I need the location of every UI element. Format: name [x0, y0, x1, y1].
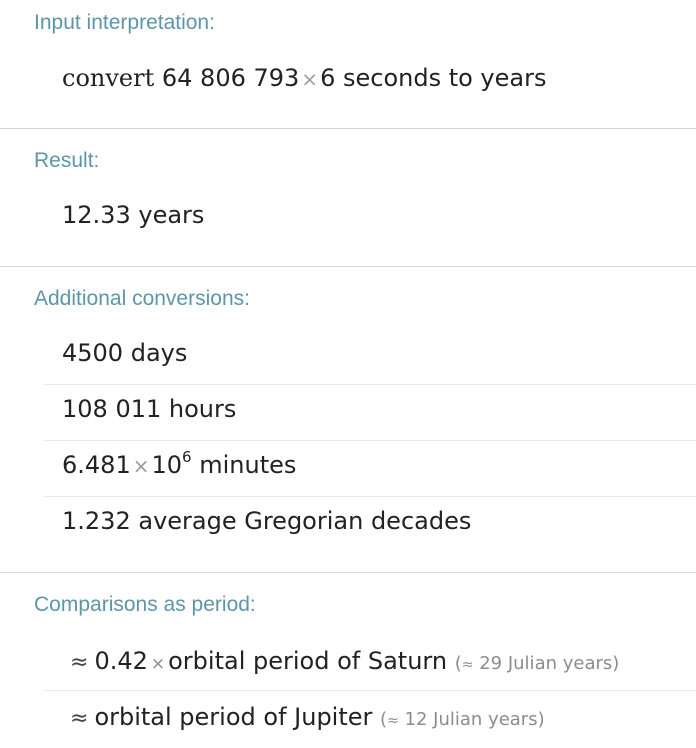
pod-divider [0, 572, 696, 573]
approx-symbol: ≈ [70, 706, 89, 731]
times-symbol: × [301, 67, 319, 91]
input-number: 64 806 793 [161, 64, 300, 92]
note-close: ) [612, 653, 620, 674]
row-separator [44, 384, 696, 385]
conversion-unit: hours [168, 395, 237, 423]
row-separator [44, 440, 696, 441]
conversion-base: 10 [151, 451, 183, 479]
conversion-text: 1.232 average Gregorian decades [62, 507, 471, 535]
comparisons-pod: Comparisons as period: ≈0.42 × orbital per… [0, 573, 696, 748]
input-rest: seconds to years [342, 64, 547, 92]
note-close: ) [537, 709, 545, 730]
result-unit: years [138, 201, 205, 229]
note-open: ( [380, 709, 388, 730]
comparison-text: ≈ orbital period of Jupiter (≈ 12 Julian … [70, 703, 545, 731]
conversion-text: 6.481 ×106 minutes [62, 448, 297, 479]
convert-word: convert [62, 64, 155, 92]
conversion-unit: minutes [199, 451, 297, 479]
conversion-unit: days [130, 339, 188, 367]
note-value: 29 [479, 653, 503, 674]
conversion-unit: average Gregorian decades [138, 507, 472, 535]
input-interpretation-pod: Input interpretation: convert 64 806 793… [0, 0, 696, 129]
conversion-mantissa: 6.481 [62, 451, 131, 479]
comparison-text: ≈0.42 × orbital period of Saturn (≈ 29 Jul… [70, 647, 619, 675]
conversion-value: 1.232 [62, 507, 131, 535]
comparison-label: orbital period of Saturn [168, 647, 448, 675]
additional-conversions-pod: Additional conversions: 4500 days 108 01… [0, 267, 696, 573]
times-symbol: × [132, 454, 150, 478]
comparison-note: (≈ 29 Julian years) [455, 653, 620, 674]
comparisons-title: Comparisons as period: [34, 593, 256, 616]
pod-divider [0, 128, 696, 129]
conversion-text: 108 011 hours [62, 395, 236, 423]
result-value: 12.33 [62, 201, 131, 229]
note-unit: Julian years [433, 709, 538, 730]
comparison-label: orbital period of Jupiter [94, 703, 373, 731]
result-text: 12.33 years [62, 201, 204, 229]
input-multiplier: 6 [320, 64, 336, 92]
conversion-value: 108 011 [62, 395, 162, 423]
result-pod: Result: 12.33 years [0, 129, 696, 267]
comparison-factor: 0.42 [94, 647, 148, 675]
times-symbol: × [150, 654, 166, 674]
pod-divider [0, 266, 696, 267]
conversion-text: 4500 days [62, 339, 187, 367]
note-open: ( [454, 653, 462, 674]
input-interpretation-title: Input interpretation: [34, 11, 215, 34]
additional-conversions-title: Additional conversions: [34, 287, 250, 310]
input-interpretation-text: convert 64 806 793 ×6 seconds to years [62, 64, 546, 92]
row-separator [44, 690, 696, 691]
approx-symbol: ≈ [70, 650, 89, 675]
note-approx-symbol: ≈ [387, 713, 399, 729]
row-separator [44, 496, 696, 497]
conversion-value: 4500 [62, 339, 124, 367]
conversion-exponent: 6 [182, 448, 192, 466]
note-value: 12 [404, 709, 428, 730]
note-approx-symbol: ≈ [461, 657, 474, 673]
note-unit: Julian years [507, 653, 613, 674]
result-title: Result: [34, 149, 100, 172]
comparison-note: (≈ 12 Julian years) [380, 709, 545, 730]
